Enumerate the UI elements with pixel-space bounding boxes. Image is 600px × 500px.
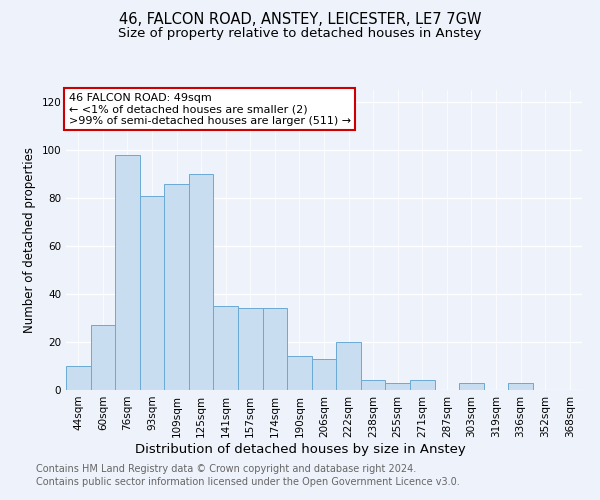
Bar <box>115 155 140 390</box>
Bar <box>164 184 189 390</box>
Y-axis label: Number of detached properties: Number of detached properties <box>23 147 36 333</box>
Bar <box>410 380 434 390</box>
Bar <box>263 308 287 390</box>
Text: Size of property relative to detached houses in Anstey: Size of property relative to detached ho… <box>118 28 482 40</box>
Bar <box>336 342 361 390</box>
Text: Distribution of detached houses by size in Anstey: Distribution of detached houses by size … <box>134 442 466 456</box>
Bar <box>189 174 214 390</box>
Bar <box>66 366 91 390</box>
Bar <box>140 196 164 390</box>
Text: 46 FALCON ROAD: 49sqm
← <1% of detached houses are smaller (2)
>99% of semi-deta: 46 FALCON ROAD: 49sqm ← <1% of detached … <box>69 93 351 126</box>
Bar <box>385 383 410 390</box>
Bar <box>508 383 533 390</box>
Bar <box>361 380 385 390</box>
Text: Contains public sector information licensed under the Open Government Licence v3: Contains public sector information licen… <box>36 477 460 487</box>
Bar <box>312 359 336 390</box>
Bar <box>287 356 312 390</box>
Bar <box>238 308 263 390</box>
Bar <box>91 325 115 390</box>
Bar <box>214 306 238 390</box>
Text: Contains HM Land Registry data © Crown copyright and database right 2024.: Contains HM Land Registry data © Crown c… <box>36 464 416 474</box>
Text: 46, FALCON ROAD, ANSTEY, LEICESTER, LE7 7GW: 46, FALCON ROAD, ANSTEY, LEICESTER, LE7 … <box>119 12 481 28</box>
Bar <box>459 383 484 390</box>
